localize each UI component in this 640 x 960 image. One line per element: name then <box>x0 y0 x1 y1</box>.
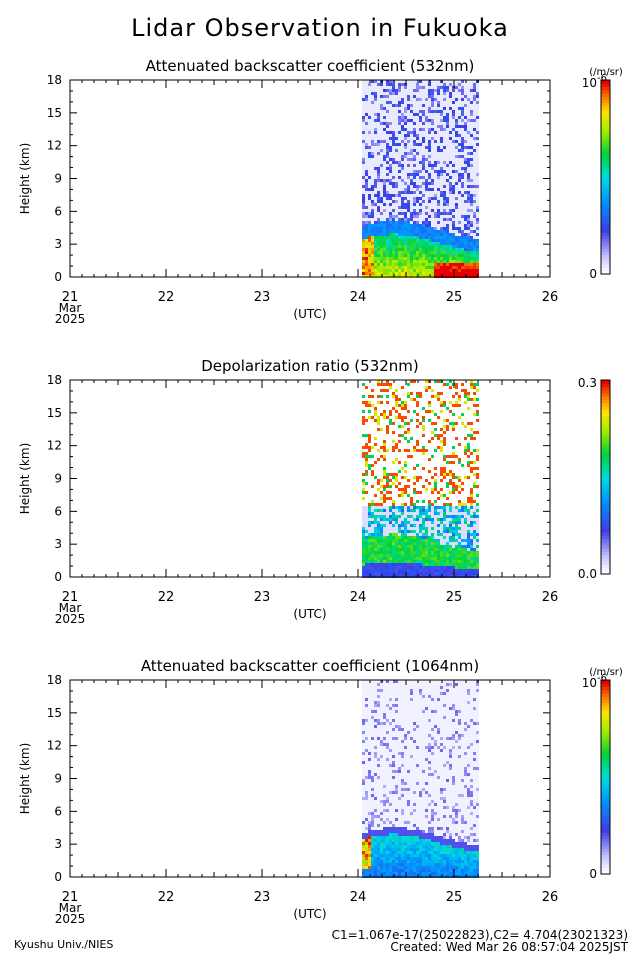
x-sub-label: Mar <box>59 601 82 615</box>
x-tick-label: 22 <box>158 590 175 605</box>
x-tick-label: 23 <box>254 590 271 605</box>
y-tick-label: 18 <box>47 73 62 87</box>
y-tick-label: 0 <box>54 870 62 884</box>
x-tick-label: 24 <box>350 890 367 905</box>
x-tick-label: 24 <box>350 590 367 605</box>
x-tick-label: 23 <box>254 890 271 905</box>
data-field <box>362 680 479 878</box>
panel-title-backscatter-1064: Attenuated backscatter coefficient (1064… <box>140 657 480 675</box>
x-tick-label: 24 <box>350 290 367 305</box>
colorbar-max-label: 10 <box>582 676 597 690</box>
colorbar-unit: (/m/sr) <box>589 667 623 678</box>
x-unit-label: (UTC) <box>293 607 326 621</box>
y-tick-label: 15 <box>47 706 62 720</box>
y-tick-label: 6 <box>54 804 62 818</box>
y-tick-label: 9 <box>54 772 62 786</box>
y-tick-label: 0 <box>54 570 62 584</box>
colorbar-max-label: 10 <box>582 76 597 90</box>
footer-calibration: C1=1.067e-17(25022823),C2= 4.704(2302132… <box>331 928 628 942</box>
y-tick-label: 6 <box>54 204 62 218</box>
y-tick-label: 15 <box>47 106 62 120</box>
colorbar-unit: (/m/sr) <box>589 67 623 78</box>
x-tick-label: 21 <box>62 590 79 605</box>
x-tick-label: 21 <box>62 290 79 305</box>
x-tick-label: 26 <box>542 290 559 305</box>
y-tick-label: 0 <box>54 270 62 284</box>
colorbar-min-label: 0 <box>589 267 597 281</box>
x-tick-label: 26 <box>542 890 559 905</box>
colorbar-max-exponent: -6 <box>597 673 607 684</box>
colorbar <box>600 679 611 875</box>
y-tick-label: 9 <box>54 472 62 486</box>
y-axis-label: Height (km) <box>18 143 32 214</box>
y-tick-label: 6 <box>54 504 62 518</box>
x-sub-label: 2025 <box>55 912 86 926</box>
colorbar-min-label: 0 <box>589 867 597 881</box>
y-tick-label: 3 <box>54 537 62 551</box>
colorbar <box>600 379 611 575</box>
y-tick-label: 18 <box>47 673 62 687</box>
y-tick-label: 3 <box>54 837 62 851</box>
x-sub-label: Mar <box>59 901 82 915</box>
x-tick-label: 26 <box>542 590 559 605</box>
x-tick-label: 25 <box>446 890 463 905</box>
y-tick-label: 12 <box>47 139 62 153</box>
x-tick-label: 21 <box>62 890 79 905</box>
x-sub-label: 2025 <box>55 312 86 326</box>
x-unit-label: (UTC) <box>293 307 326 321</box>
y-tick-label: 15 <box>47 406 62 420</box>
panel-title-backscatter-532: Attenuated backscatter coefficient (532n… <box>145 57 475 75</box>
x-tick-label: 25 <box>446 290 463 305</box>
y-tick-label: 12 <box>47 439 62 453</box>
colorbar-max-label: 0.3 <box>578 376 597 390</box>
data-field <box>362 80 479 278</box>
x-sub-label: Mar <box>59 301 82 315</box>
colorbar-min-label: 0.0 <box>578 567 597 581</box>
y-tick-label: 9 <box>54 172 62 186</box>
x-tick-label: 22 <box>158 890 175 905</box>
y-axis-label: Height (km) <box>18 443 32 514</box>
x-tick-label: 22 <box>158 290 175 305</box>
x-tick-label: 23 <box>254 290 271 305</box>
y-tick-label: 12 <box>47 739 62 753</box>
page-title: Lidar Observation in Fukuoka <box>131 14 509 42</box>
footer-institution: Kyushu Univ./NIES <box>14 938 114 951</box>
panel-title-depolarization-532: Depolarization ratio (532nm) <box>201 357 419 375</box>
colorbar-max-exponent: -6 <box>597 73 607 84</box>
y-axis-label: Height (km) <box>18 743 32 814</box>
footer-created: Created: Wed Mar 26 08:57:04 2025JST <box>390 940 628 954</box>
x-sub-label: 2025 <box>55 612 86 626</box>
x-tick-label: 25 <box>446 590 463 605</box>
y-tick-label: 3 <box>54 237 62 251</box>
y-tick-label: 18 <box>47 373 62 387</box>
colorbar <box>600 79 611 275</box>
data-field <box>362 380 479 578</box>
x-unit-label: (UTC) <box>293 907 326 921</box>
